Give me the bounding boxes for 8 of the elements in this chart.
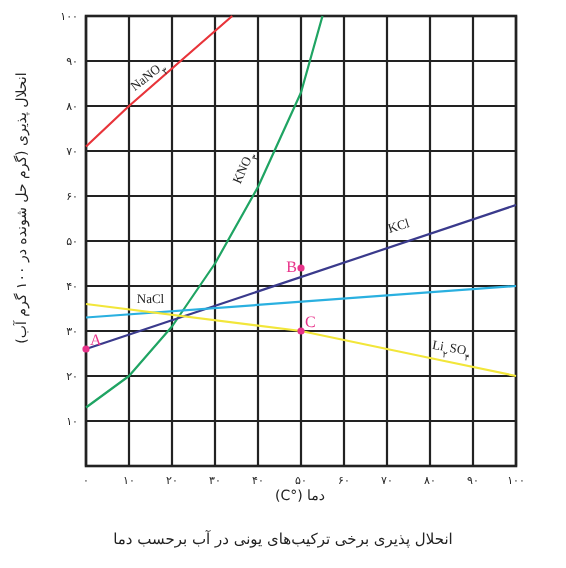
line-series [84,302,518,378]
point [82,345,90,353]
line-series [84,14,324,409]
annotation: B [286,258,297,276]
point [297,327,305,335]
point [297,264,305,272]
annotation: C [305,313,316,331]
annotation: A [90,331,102,349]
